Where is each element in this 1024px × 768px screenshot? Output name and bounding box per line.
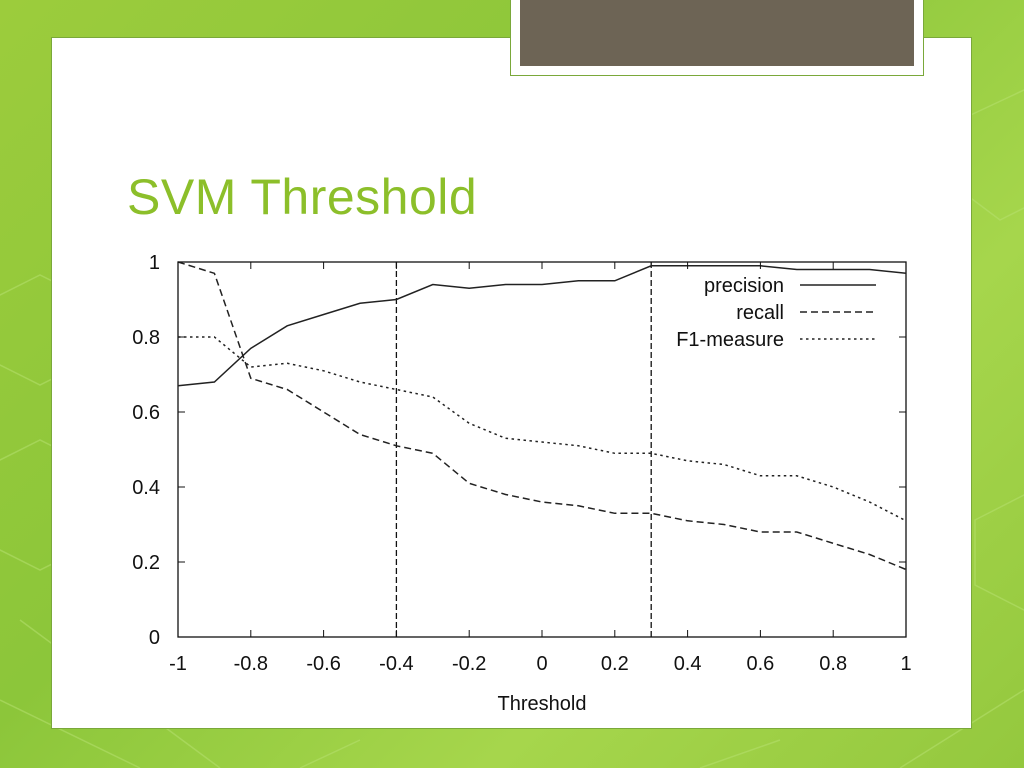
- x-tick-label: 0.6: [746, 653, 774, 675]
- title-tab-fill: [520, 0, 914, 66]
- series-line-precision: [177, 265, 907, 387]
- x-tick-label: 0.8: [819, 653, 847, 675]
- x-tick-label: -0.4: [379, 653, 413, 675]
- title-tab-decoration: [510, 0, 924, 76]
- y-tick-label: 1: [149, 252, 160, 274]
- x-tick-label: -0.6: [306, 653, 340, 675]
- y-tick-label: 0.6: [132, 402, 160, 424]
- x-tick-label: -0.8: [234, 653, 268, 675]
- legend-label-precision: precision: [704, 275, 784, 297]
- series-line-f1-measure: [178, 336, 907, 522]
- y-tick-label: 0.4: [132, 477, 160, 499]
- legend-label-f1-measure: F1-measure: [676, 329, 784, 351]
- x-tick-label: 1: [900, 653, 911, 675]
- legend-label-recall: recall: [736, 302, 784, 324]
- x-tick-label: 0.4: [674, 653, 702, 675]
- x-tick-label: -0.2: [452, 653, 486, 675]
- slide-panel: [51, 37, 972, 729]
- slide-title: SVM Threshold: [127, 169, 478, 225]
- plot-frame: [177, 261, 907, 638]
- x-tick-label: 0: [536, 653, 547, 675]
- series-line-recall: [177, 261, 907, 571]
- y-tick-label: 0: [149, 627, 160, 649]
- y-tick-label: 0.8: [132, 327, 160, 349]
- x-axis-label: Threshold: [498, 693, 587, 715]
- y-tick-label: 0.2: [132, 552, 160, 574]
- x-tick-label: 0.2: [601, 653, 629, 675]
- x-tick-label: -1: [169, 653, 187, 675]
